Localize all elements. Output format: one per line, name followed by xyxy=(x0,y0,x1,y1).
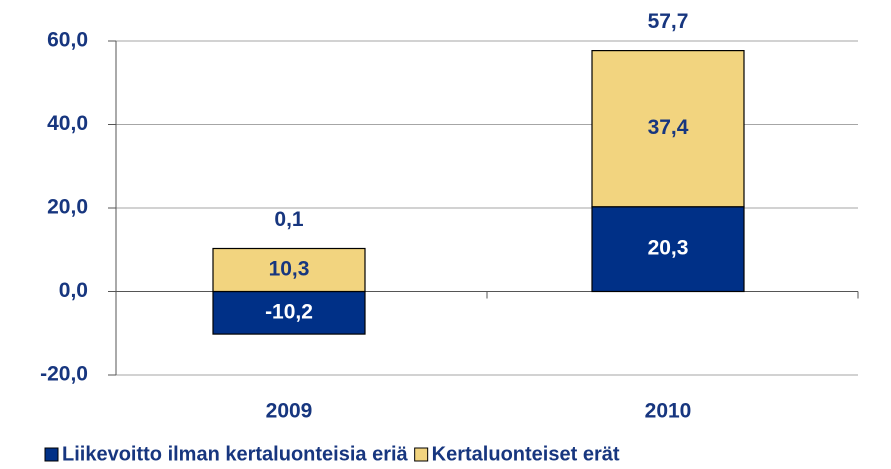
legend-swatch xyxy=(44,447,59,462)
x-tick-label: 2010 xyxy=(645,400,692,423)
y-tick-label: 20,0 xyxy=(47,196,88,219)
value-label: -10,2 xyxy=(265,300,313,323)
value-label: 20,3 xyxy=(648,237,689,260)
value-label: 37,4 xyxy=(648,116,689,139)
total-label: 0,1 xyxy=(274,208,304,231)
y-tick-label: 60,0 xyxy=(47,29,88,52)
value-label: 10,3 xyxy=(269,258,310,281)
legend-label: Kertaluonteiset erät xyxy=(432,443,620,465)
bar-segment xyxy=(591,206,745,293)
y-tick-label: -20,0 xyxy=(40,363,88,386)
bar-segment xyxy=(212,247,366,293)
bar-segment xyxy=(591,50,745,208)
total-label: 57,7 xyxy=(648,10,689,33)
x-tick-label: 2009 xyxy=(266,400,313,423)
y-tick-label: 0,0 xyxy=(59,279,88,302)
bar-segment xyxy=(212,290,366,335)
legend-label: Liikevoitto ilman kertaluonteisia eriä xyxy=(62,443,409,465)
y-tick-label: 40,0 xyxy=(47,112,88,135)
legend-swatch xyxy=(414,447,429,462)
